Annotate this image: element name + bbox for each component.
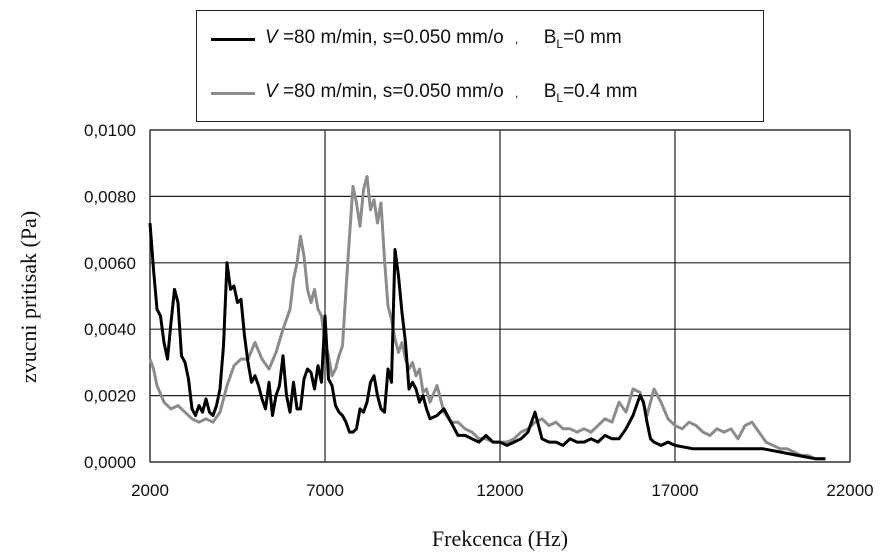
legend-swatch-series-2 xyxy=(211,91,255,95)
y-tick-label: 0,0060 xyxy=(84,254,136,273)
series-line-1 xyxy=(148,222,826,461)
series-line-2 xyxy=(148,175,826,461)
x-axis-title: Frekcenca (Hz) xyxy=(432,526,568,551)
chart-grid xyxy=(149,129,851,463)
x-tick-label: 12000 xyxy=(476,481,523,500)
y-tick-label: 0,0100 xyxy=(84,121,136,140)
x-tick-label: 22000 xyxy=(826,481,873,500)
legend-item-series-2: V =80 m/min, s=0.050 mm/o, BL=0.4 mm xyxy=(211,78,638,108)
x-axis-ticks: 2000 7000 12000 17000 22000 xyxy=(131,481,874,500)
y-axis-title: zvucni pritisak (Pa) xyxy=(16,211,41,383)
y-tick-label: 0,0000 xyxy=(84,453,136,472)
y-axis-ticks: 0,0000 0,0020 0,0040 0,0060 0,0080 0,0100 xyxy=(84,121,136,472)
legend: V =80 m/min, s=0.050 mm/o, BL=0 mm V =80 … xyxy=(196,10,764,122)
legend-swatch-series-1 xyxy=(211,37,255,41)
x-tick-label: 2000 xyxy=(131,481,169,500)
chart-series xyxy=(148,175,826,461)
y-tick-label: 0,0040 xyxy=(84,320,136,339)
legend-label-series-2: V =80 m/min, s=0.050 mm/o, BL=0.4 mm xyxy=(265,81,638,105)
x-tick-label: 7000 xyxy=(306,481,344,500)
x-tick-label: 17000 xyxy=(651,481,698,500)
legend-item-series-1: V =80 m/min, s=0.050 mm/o, BL=0 mm xyxy=(211,24,622,54)
y-tick-label: 0,0080 xyxy=(84,187,136,206)
legend-label-series-1: V =80 m/min, s=0.050 mm/o, BL=0 mm xyxy=(265,27,622,51)
y-tick-label: 0,0020 xyxy=(84,387,136,406)
